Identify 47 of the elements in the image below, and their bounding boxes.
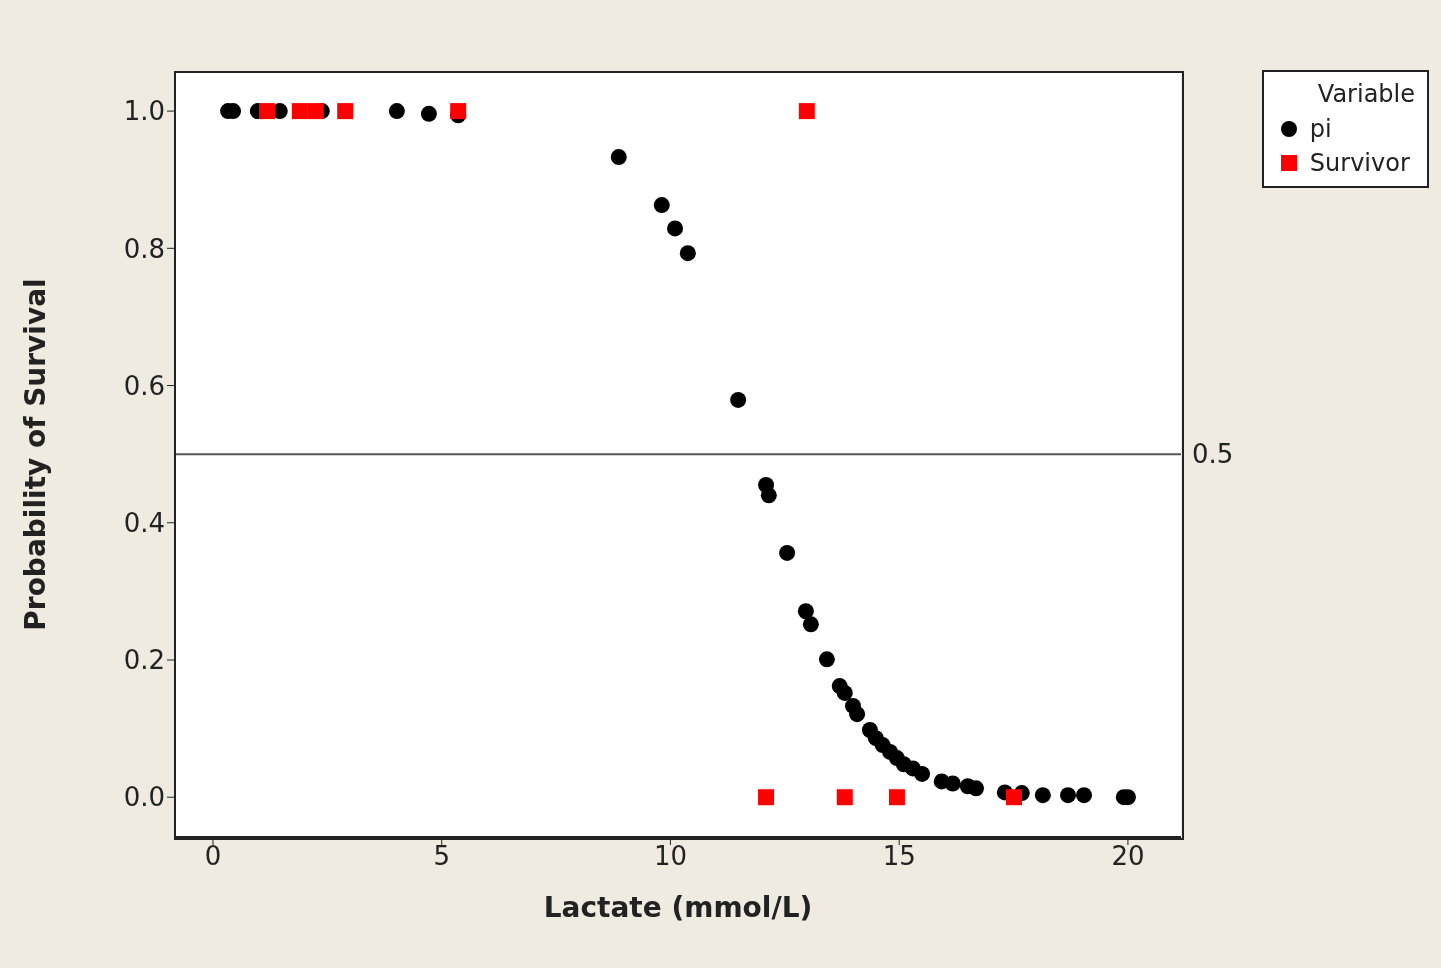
point bbox=[420, 105, 437, 122]
x-tick-label: 10 bbox=[653, 841, 687, 872]
y-tick-label: 1.0 bbox=[123, 96, 165, 127]
legend-label: Survivor bbox=[1309, 149, 1410, 177]
point bbox=[779, 544, 796, 561]
point bbox=[730, 391, 747, 408]
point bbox=[849, 706, 866, 723]
y-axis-title: Probability of Survival bbox=[18, 278, 52, 631]
point bbox=[258, 103, 275, 120]
x-tick-label: 0 bbox=[204, 841, 222, 872]
point bbox=[836, 684, 853, 701]
point bbox=[888, 789, 905, 806]
x-axis-title: Lactate (mmol/L) bbox=[543, 891, 813, 924]
point bbox=[818, 651, 835, 668]
point bbox=[758, 789, 775, 806]
x-tick-label: 15 bbox=[882, 841, 916, 872]
point bbox=[1006, 789, 1023, 806]
point bbox=[1034, 787, 1051, 804]
x-tick-label: 5 bbox=[433, 841, 450, 872]
point bbox=[797, 603, 814, 620]
y-tick-label: 0.2 bbox=[123, 645, 165, 676]
y-tick-label: 0.8 bbox=[123, 233, 165, 264]
point bbox=[667, 220, 684, 237]
point bbox=[968, 780, 985, 797]
point bbox=[291, 103, 308, 120]
y-tick-label: 0.6 bbox=[123, 370, 165, 401]
point bbox=[836, 789, 853, 806]
ref-line-label: 0.5 bbox=[1192, 439, 1234, 470]
x-tick-label: 20 bbox=[1111, 841, 1145, 872]
point bbox=[760, 487, 777, 504]
y-tick-label: 0.0 bbox=[123, 782, 165, 813]
point bbox=[610, 149, 627, 166]
point bbox=[679, 245, 696, 262]
legend-label: pi bbox=[1309, 115, 1332, 143]
point bbox=[1060, 787, 1076, 804]
point bbox=[450, 103, 467, 120]
point bbox=[914, 765, 931, 782]
point bbox=[337, 103, 354, 120]
point bbox=[388, 103, 405, 120]
point bbox=[802, 616, 819, 633]
point bbox=[653, 197, 670, 214]
point bbox=[944, 775, 961, 792]
y-tick-label: 0.4 bbox=[123, 508, 165, 538]
point bbox=[307, 103, 324, 120]
legend-title: Variable bbox=[1316, 80, 1415, 108]
point bbox=[798, 103, 815, 120]
point bbox=[1076, 787, 1093, 804]
